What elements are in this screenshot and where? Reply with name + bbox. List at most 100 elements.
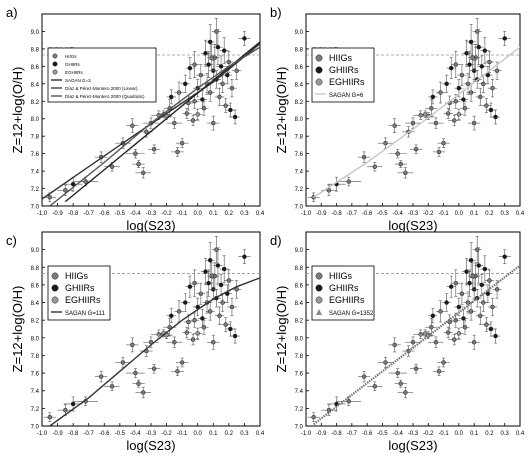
x-tick-label: -1.0 (37, 431, 48, 437)
legend-label: EGHIIRs (329, 77, 365, 87)
x-tick-label: 0.1 (470, 431, 479, 437)
data-point (436, 149, 442, 155)
x-tick-label: -0.4 (393, 431, 404, 437)
data-point (438, 90, 443, 95)
x-tick-label: -0.3 (146, 211, 157, 217)
data-point (109, 384, 115, 389)
data-point (467, 280, 472, 286)
legend-marker (315, 54, 323, 62)
y-tick-label: 8.6 (295, 283, 304, 289)
data-point (201, 106, 207, 111)
data-point (441, 140, 446, 146)
data-point (392, 342, 397, 348)
data-point (214, 29, 219, 34)
data-point (221, 48, 227, 53)
data-point (151, 366, 157, 371)
legend-marker (315, 272, 323, 280)
legend-label: GHIIRs (65, 62, 81, 67)
y-tick-label: 7.0 (31, 205, 40, 211)
x-tick-label: -0.8 (331, 211, 342, 217)
x-tick-label: 0.3 (240, 431, 249, 437)
x-tick-label: 0.4 (516, 211, 525, 217)
y-tick-label: 7.0 (295, 205, 304, 211)
data-point (140, 390, 146, 395)
x-tick-label: 0.0 (194, 431, 203, 437)
data-point (459, 72, 465, 78)
data-point (326, 188, 332, 193)
y-tick-label: 8.0 (31, 336, 40, 342)
data-point (176, 309, 182, 314)
y-tick-label: 8.2 (31, 100, 40, 106)
plot-frame (305, 13, 521, 207)
data-point (217, 313, 222, 319)
data-point (493, 333, 498, 339)
data-point (479, 64, 485, 69)
legend-label: GHIIRs (329, 283, 359, 293)
plot-area (43, 236, 260, 426)
data-point (392, 123, 397, 128)
legend-label: HIIGs (65, 54, 77, 59)
data-point (175, 149, 180, 155)
data-point (438, 309, 443, 314)
x-tick-label: -0.9 (52, 431, 63, 437)
fit-line-0 (312, 264, 520, 426)
x-tick-label: -0.9 (316, 211, 327, 217)
data-point (192, 62, 197, 67)
x-tick-label: 0.4 (256, 431, 265, 437)
y-tick-label: 8.0 (295, 117, 304, 123)
data-point (192, 99, 197, 104)
x-tick-label: 0.2 (225, 431, 234, 437)
y-tick-label: 8.6 (31, 283, 40, 289)
data-point (346, 399, 352, 404)
data-point (494, 68, 500, 73)
data-point (465, 81, 471, 87)
x-tick-label: -0.6 (99, 211, 110, 217)
data-point (229, 85, 235, 91)
data-point (214, 247, 219, 252)
data-point (413, 366, 419, 371)
data-point (429, 106, 434, 111)
panel-b: b)7.07.27.47.67.88.08.28.48.68.89.0-1.0-… (270, 5, 525, 233)
y-tick-label: 8.2 (295, 100, 304, 106)
data-point (133, 151, 138, 156)
x-tick-label: -0.3 (408, 431, 419, 437)
data-point (226, 59, 232, 65)
data-point (211, 120, 216, 126)
data-point (468, 90, 474, 95)
x-tick-label: -0.5 (115, 431, 126, 437)
y-tick-label: 9.0 (31, 30, 40, 36)
data-point (228, 326, 233, 332)
data-point (211, 339, 216, 345)
data-point (234, 68, 239, 73)
data-point (203, 269, 208, 274)
legend-label: SAGAN G=3 (65, 78, 91, 83)
x-tick-label: -0.8 (68, 211, 79, 217)
data-point (168, 94, 174, 100)
data-point (184, 111, 190, 116)
x-tick-label: -0.5 (115, 211, 126, 217)
data-point (418, 112, 423, 118)
data-point (209, 55, 214, 60)
data-point (228, 107, 233, 113)
data-point (430, 313, 436, 319)
legend: HIIGs GHIIRs EGHIIRs SAGAN G=3 Díaz & Pérez-… (47, 47, 157, 103)
data-point (456, 304, 462, 310)
data-point (203, 51, 208, 56)
plot-area (307, 236, 520, 426)
fit-line-0 (42, 43, 260, 200)
y-tick-label: 8.8 (31, 47, 40, 53)
data-point (218, 64, 224, 69)
x-tick-label: -0.6 (362, 431, 373, 437)
legend: HIIGs GHIIRs EGHIIRs SAGAN G=6 (311, 47, 375, 103)
data-point (476, 44, 481, 50)
y-tick-label: 9.0 (295, 248, 304, 254)
data-point (206, 62, 211, 67)
legend-label: EGHIIRs (329, 295, 365, 305)
data-point (207, 309, 213, 314)
legend-label: HIIGs (329, 271, 353, 281)
data-point (198, 291, 204, 296)
data-point (482, 48, 488, 53)
data-point (168, 313, 174, 319)
plot-frame (41, 231, 261, 427)
y-tick-label: 8.8 (295, 266, 304, 272)
